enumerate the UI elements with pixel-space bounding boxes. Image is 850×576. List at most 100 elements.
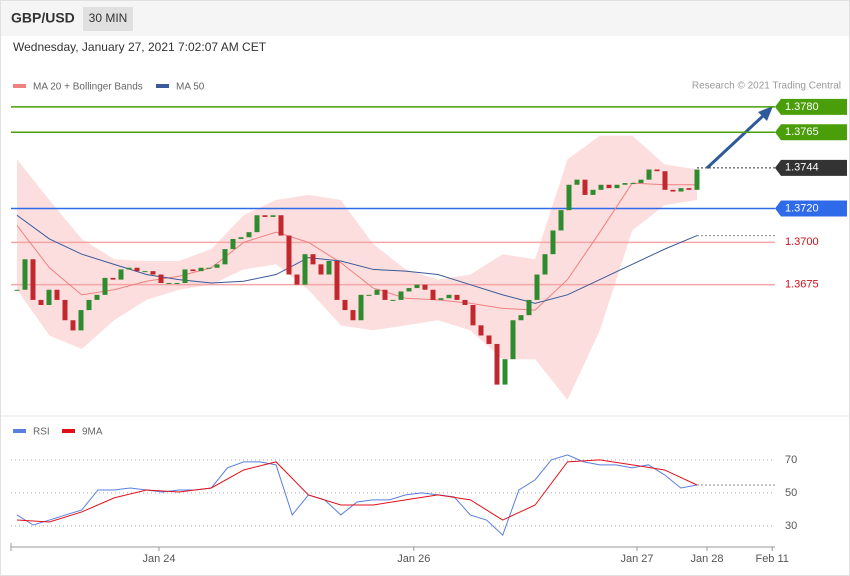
candle	[166, 282, 172, 284]
candle	[30, 259, 36, 300]
candle	[614, 184, 620, 189]
candle	[270, 215, 276, 217]
level-tag	[775, 159, 847, 176]
header-bar	[1, 1, 849, 36]
candle	[662, 171, 668, 190]
forecast-arrowhead	[758, 106, 773, 121]
candle	[302, 254, 308, 285]
candle	[606, 184, 612, 189]
candle	[598, 184, 604, 190]
candle	[294, 274, 300, 285]
x-tick-label: Feb 11	[755, 553, 788, 565]
candle	[158, 274, 164, 283]
candle	[398, 291, 404, 300]
candle	[278, 215, 284, 236]
candle	[582, 179, 588, 195]
candle	[366, 294, 372, 296]
level-label: 1.3744	[785, 162, 819, 174]
level-label: 1.3720	[785, 202, 819, 214]
x-tick-label: Jan 24	[142, 553, 175, 565]
candle	[318, 264, 324, 275]
candle	[414, 284, 420, 289]
candle	[38, 299, 44, 305]
candle	[14, 289, 20, 291]
candle	[558, 210, 564, 231]
candle	[646, 169, 652, 180]
candle	[102, 277, 108, 295]
candle	[358, 294, 364, 321]
candle	[470, 305, 476, 326]
candle	[382, 289, 388, 300]
candle	[222, 249, 228, 265]
candle	[686, 188, 692, 190]
candle	[574, 179, 580, 185]
candle	[86, 299, 92, 311]
candle	[62, 299, 68, 321]
candle	[390, 299, 396, 301]
candle	[478, 325, 484, 336]
legend-label: MA 50	[176, 82, 205, 93]
level-label: 1.3780	[785, 101, 819, 113]
candle	[374, 289, 380, 295]
candle	[678, 188, 684, 192]
candle	[22, 259, 28, 290]
candle	[182, 269, 188, 283]
candle	[262, 215, 268, 217]
candle	[78, 310, 84, 331]
y-tick-label: 30	[785, 520, 797, 532]
candle	[54, 289, 60, 300]
candle	[438, 298, 444, 300]
candle	[134, 267, 140, 272]
candle	[542, 254, 548, 275]
candle	[406, 288, 412, 292]
y-tick-label: 70	[785, 454, 797, 466]
rsi-line	[16, 454, 698, 536]
candle	[654, 169, 660, 172]
timeframe-button[interactable]	[83, 7, 133, 31]
candle	[350, 310, 356, 321]
candle	[590, 189, 596, 195]
candle	[326, 260, 332, 275]
y-tick-label: 50	[785, 487, 797, 499]
level-tag	[775, 200, 847, 217]
candle	[446, 294, 452, 299]
level-label: 1.3765	[785, 126, 819, 138]
timestamp: Wednesday, January 27, 2021 7:02:07 AM C…	[13, 40, 267, 54]
candle	[454, 294, 460, 300]
candle	[630, 183, 636, 185]
candle	[174, 282, 180, 284]
legend-label: RSI	[33, 427, 50, 438]
candle	[254, 215, 260, 233]
candle	[670, 189, 676, 192]
candle	[150, 271, 156, 275]
x-tick-label: Jan 26	[397, 553, 430, 565]
candle	[94, 294, 100, 300]
candle	[214, 264, 220, 268]
legend-swatch	[13, 84, 26, 88]
candle	[238, 237, 244, 239]
legend-swatch	[156, 84, 169, 88]
legend-swatch	[13, 429, 26, 433]
rsi-line	[16, 459, 698, 523]
candle	[342, 299, 348, 311]
candle	[694, 169, 700, 190]
x-tick-label: Jan 27	[620, 553, 653, 565]
ma20-line	[16, 182, 697, 311]
candle	[518, 315, 524, 321]
candle	[430, 289, 436, 300]
level-label: 1.3675	[785, 279, 819, 291]
credit: Research © 2021 Trading Central	[692, 81, 841, 92]
candle	[142, 271, 148, 273]
candle	[566, 184, 572, 211]
legend-label: MA 20 + Bollinger Bands	[33, 82, 143, 93]
candle	[46, 289, 52, 305]
candle	[206, 267, 212, 269]
candle	[310, 254, 316, 265]
candle	[118, 269, 124, 280]
candle	[638, 179, 644, 184]
level-label: 1.3700	[785, 236, 819, 248]
candle	[198, 267, 204, 272]
level-tag	[775, 98, 847, 115]
candle	[486, 335, 492, 344]
timeframe[interactable]: 30 MIN	[89, 11, 128, 25]
